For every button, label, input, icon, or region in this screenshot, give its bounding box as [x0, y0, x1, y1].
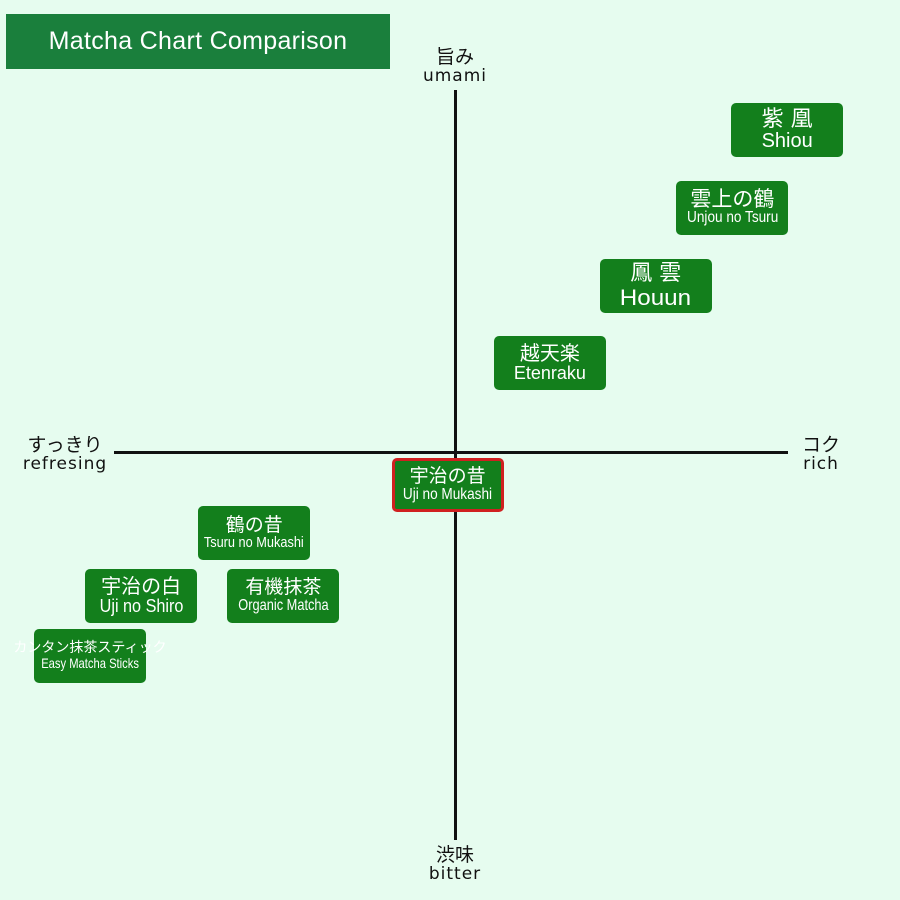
axis-label-right: コク rich [782, 436, 860, 473]
data-point-jp-label: 鳳 雲 [630, 261, 682, 287]
data-point-en-label: Easy Matcha Sticks [41, 654, 139, 671]
data-point-en-label: Unjou no Tsuru [686, 209, 778, 227]
data-point-en-label: Houun [620, 284, 692, 310]
data-point-en-label: Organic Matcha [238, 596, 329, 614]
data-point-jp-label: 宇治の白 [101, 574, 182, 599]
data-point-etenraku: 越天楽 Etenraku [493, 336, 606, 391]
data-point-en-label: Etenraku [513, 363, 586, 384]
data-point-jp-label: 越天楽 [519, 341, 580, 366]
axis-label-bottom-jp: 渋味 [435, 844, 474, 866]
data-point-jp-label: 有機抹茶 [245, 575, 322, 598]
data-point-en-label: Uji no Shiro [99, 596, 183, 617]
axis-label-bottom-en: bitter [428, 864, 482, 884]
axis-label-right-en: rich [803, 454, 839, 474]
axis-label-top-en: umami [422, 66, 488, 86]
axis-label-left-jp: すっきり [27, 434, 103, 456]
axis-label-left: すっきり refresing [5, 436, 125, 473]
data-point-jp-label: カンタン抹茶スティック [13, 639, 167, 656]
data-point-organic-matcha: 有機抹茶 Organic Matcha [227, 569, 340, 624]
axis-label-top-jp: 旨み [435, 46, 474, 68]
axis-label-left-en: refresing [22, 454, 108, 474]
data-point-easy-matcha-sticks: カンタン抹茶スティック Easy Matcha Sticks [13, 628, 167, 683]
data-point-uji-no-mukashi: 宇治の昔 Uji no Mukashi [391, 458, 504, 513]
data-point-en-label: Uji no Mukashi [403, 485, 493, 503]
data-point-en-label: Tsuru no Mukashi [204, 534, 305, 552]
data-point-tsuru-no-mukashi: 鶴の昔 Tsuru no Mukashi [198, 506, 311, 561]
data-point-houun: 鳳 雲 Houun [599, 258, 712, 313]
data-point-en-label: Shiou [761, 130, 813, 153]
data-point-jp-label: 紫 凰 [761, 107, 813, 133]
data-point-uji-no-shiro: 宇治の白 Uji no Shiro [85, 569, 198, 624]
data-point-jp-label: 宇治の昔 [409, 464, 486, 487]
axis-label-top: 旨み umami [395, 48, 515, 85]
chart-title: Matcha Chart Comparison [6, 14, 390, 69]
data-point-jp-label: 鶴の昔 [225, 513, 283, 536]
data-point-jp-label: 雲上の鶴 [690, 187, 775, 212]
horizontal-axis [114, 451, 788, 454]
axis-label-right-jp: コク [801, 434, 840, 456]
data-point-shiou: 紫 凰 Shiou [731, 103, 844, 158]
axis-label-bottom: 渋味 bitter [395, 846, 515, 883]
data-point-unjou-no-tsuru: 雲上の鶴 Unjou no Tsuru [676, 180, 789, 235]
